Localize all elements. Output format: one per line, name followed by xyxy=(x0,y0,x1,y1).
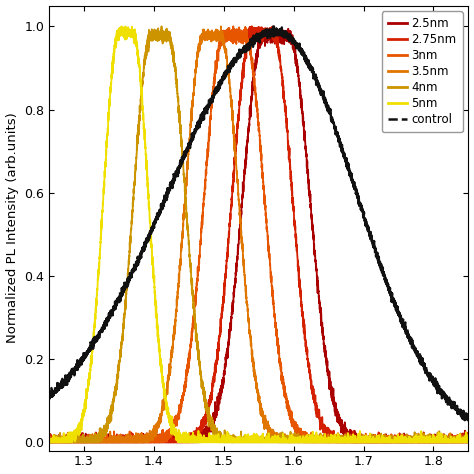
2.75nm xyxy=(453,434,459,440)
5nm xyxy=(351,439,356,445)
Line: control: control xyxy=(49,27,468,421)
5nm xyxy=(222,439,228,445)
3nm xyxy=(351,438,357,444)
Line: 2.75nm: 2.75nm xyxy=(49,27,468,442)
4nm xyxy=(432,436,438,442)
2.5nm xyxy=(351,438,357,443)
2.5nm xyxy=(246,126,251,132)
Legend: 2.5nm, 2.75nm, 3nm, 3.5nm, 4nm, 5nm, control: 2.5nm, 2.75nm, 3nm, 3.5nm, 4nm, 5nm, con… xyxy=(382,11,463,132)
2.75nm xyxy=(249,24,255,29)
4nm xyxy=(226,439,232,445)
3.5nm xyxy=(46,439,52,445)
3nm xyxy=(246,39,251,45)
control xyxy=(222,71,228,76)
3nm xyxy=(432,439,438,445)
2.75nm xyxy=(246,35,251,40)
3.5nm xyxy=(453,439,458,445)
control xyxy=(226,64,231,70)
control xyxy=(461,419,466,424)
2.5nm xyxy=(222,362,228,367)
control xyxy=(46,397,52,402)
4nm xyxy=(453,438,459,444)
control xyxy=(271,24,276,29)
3.5nm xyxy=(222,47,228,53)
4nm xyxy=(223,436,228,442)
Line: 3.5nm: 3.5nm xyxy=(49,27,468,442)
Line: 2.5nm: 2.5nm xyxy=(49,27,468,442)
3nm xyxy=(46,439,52,445)
2.5nm xyxy=(226,340,231,346)
5nm xyxy=(226,432,231,438)
3.5nm xyxy=(218,24,224,29)
2.5nm xyxy=(465,435,471,441)
4nm xyxy=(46,439,52,445)
Line: 4nm: 4nm xyxy=(49,27,468,442)
3.5nm xyxy=(432,439,438,445)
3nm xyxy=(46,439,52,445)
4nm xyxy=(246,439,251,445)
2.75nm xyxy=(222,273,228,278)
3.5nm xyxy=(465,439,471,445)
3nm xyxy=(226,28,231,34)
3nm xyxy=(453,438,459,444)
5nm xyxy=(246,437,251,443)
Y-axis label: Normalized PL Intensity (arb.units): Normalized PL Intensity (arb.units) xyxy=(6,113,18,344)
2.75nm xyxy=(46,438,52,444)
control xyxy=(432,378,438,383)
4nm xyxy=(351,439,357,445)
2.75nm xyxy=(465,437,471,443)
2.5nm xyxy=(46,434,52,439)
control xyxy=(453,406,458,411)
3nm xyxy=(230,24,236,29)
3nm xyxy=(222,30,228,36)
2.75nm xyxy=(432,437,438,442)
5nm xyxy=(432,439,438,445)
4nm xyxy=(465,439,471,445)
5nm xyxy=(465,439,471,445)
2.5nm xyxy=(432,432,438,438)
4nm xyxy=(46,439,52,445)
control xyxy=(351,181,356,186)
Line: 3nm: 3nm xyxy=(49,27,468,442)
5nm xyxy=(46,439,52,445)
2.75nm xyxy=(351,439,357,445)
Line: 5nm: 5nm xyxy=(49,27,468,442)
5nm xyxy=(453,439,458,445)
3.5nm xyxy=(246,317,251,322)
2.5nm xyxy=(46,439,52,445)
control xyxy=(246,40,251,46)
5nm xyxy=(118,24,124,29)
2.75nm xyxy=(46,439,52,445)
4nm xyxy=(159,24,164,29)
2.5nm xyxy=(453,439,459,445)
3.5nm xyxy=(226,73,231,78)
3nm xyxy=(465,438,471,444)
2.75nm xyxy=(226,230,231,236)
3.5nm xyxy=(351,439,356,445)
control xyxy=(465,416,471,422)
2.5nm xyxy=(271,24,277,29)
